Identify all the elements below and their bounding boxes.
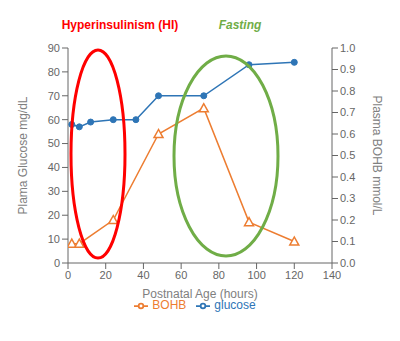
- svg-text:100: 100: [247, 269, 265, 281]
- svg-text:Plama Glucose mg/dL: Plama Glucose mg/dL: [16, 96, 30, 214]
- svg-text:60: 60: [48, 114, 60, 126]
- svg-text:Fasting: Fasting: [219, 18, 262, 32]
- svg-text:20: 20: [48, 209, 60, 221]
- svg-text:40: 40: [48, 161, 60, 173]
- html-text:glucose: glucose: [214, 298, 256, 312]
- svg-text:Hyperinsulinism (HI): Hyperinsulinism (HI): [62, 18, 179, 32]
- svg-text:0.8: 0.8: [340, 85, 355, 97]
- svg-text:70: 70: [48, 90, 60, 102]
- svg-text:10: 10: [48, 233, 60, 245]
- svg-text:50: 50: [48, 137, 60, 149]
- svg-text:0: 0: [54, 257, 60, 269]
- svg-text:80: 80: [213, 269, 225, 281]
- svg-text:30: 30: [48, 185, 60, 197]
- svg-text:90: 90: [48, 42, 60, 54]
- html-text:BOHB: BOHB: [152, 298, 187, 312]
- svg-text:Plasma BOHB mmol/L: Plasma BOHB mmol/L: [370, 95, 384, 215]
- svg-text:0.7: 0.7: [340, 106, 355, 118]
- svg-text:0.0: 0.0: [340, 257, 355, 269]
- svg-text:0: 0: [65, 269, 71, 281]
- svg-text:0.4: 0.4: [340, 171, 355, 183]
- svg-text:0.5: 0.5: [340, 149, 355, 161]
- svg-text:120: 120: [285, 269, 303, 281]
- svg-text:60: 60: [175, 269, 187, 281]
- svg-text:Postnatal Age (hours): Postnatal Age (hours): [142, 287, 257, 301]
- svg-text:0.2: 0.2: [340, 214, 355, 226]
- svg-text:0.3: 0.3: [340, 192, 355, 204]
- svg-text:0.1: 0.1: [340, 235, 355, 247]
- svg-text:1.0: 1.0: [340, 42, 355, 54]
- svg-text:80: 80: [48, 66, 60, 78]
- svg-text:20: 20: [100, 269, 112, 281]
- svg-text:0.9: 0.9: [340, 63, 355, 75]
- svg-text:140: 140: [323, 269, 341, 281]
- svg-text:0.6: 0.6: [340, 128, 355, 140]
- svg-text:40: 40: [137, 269, 149, 281]
